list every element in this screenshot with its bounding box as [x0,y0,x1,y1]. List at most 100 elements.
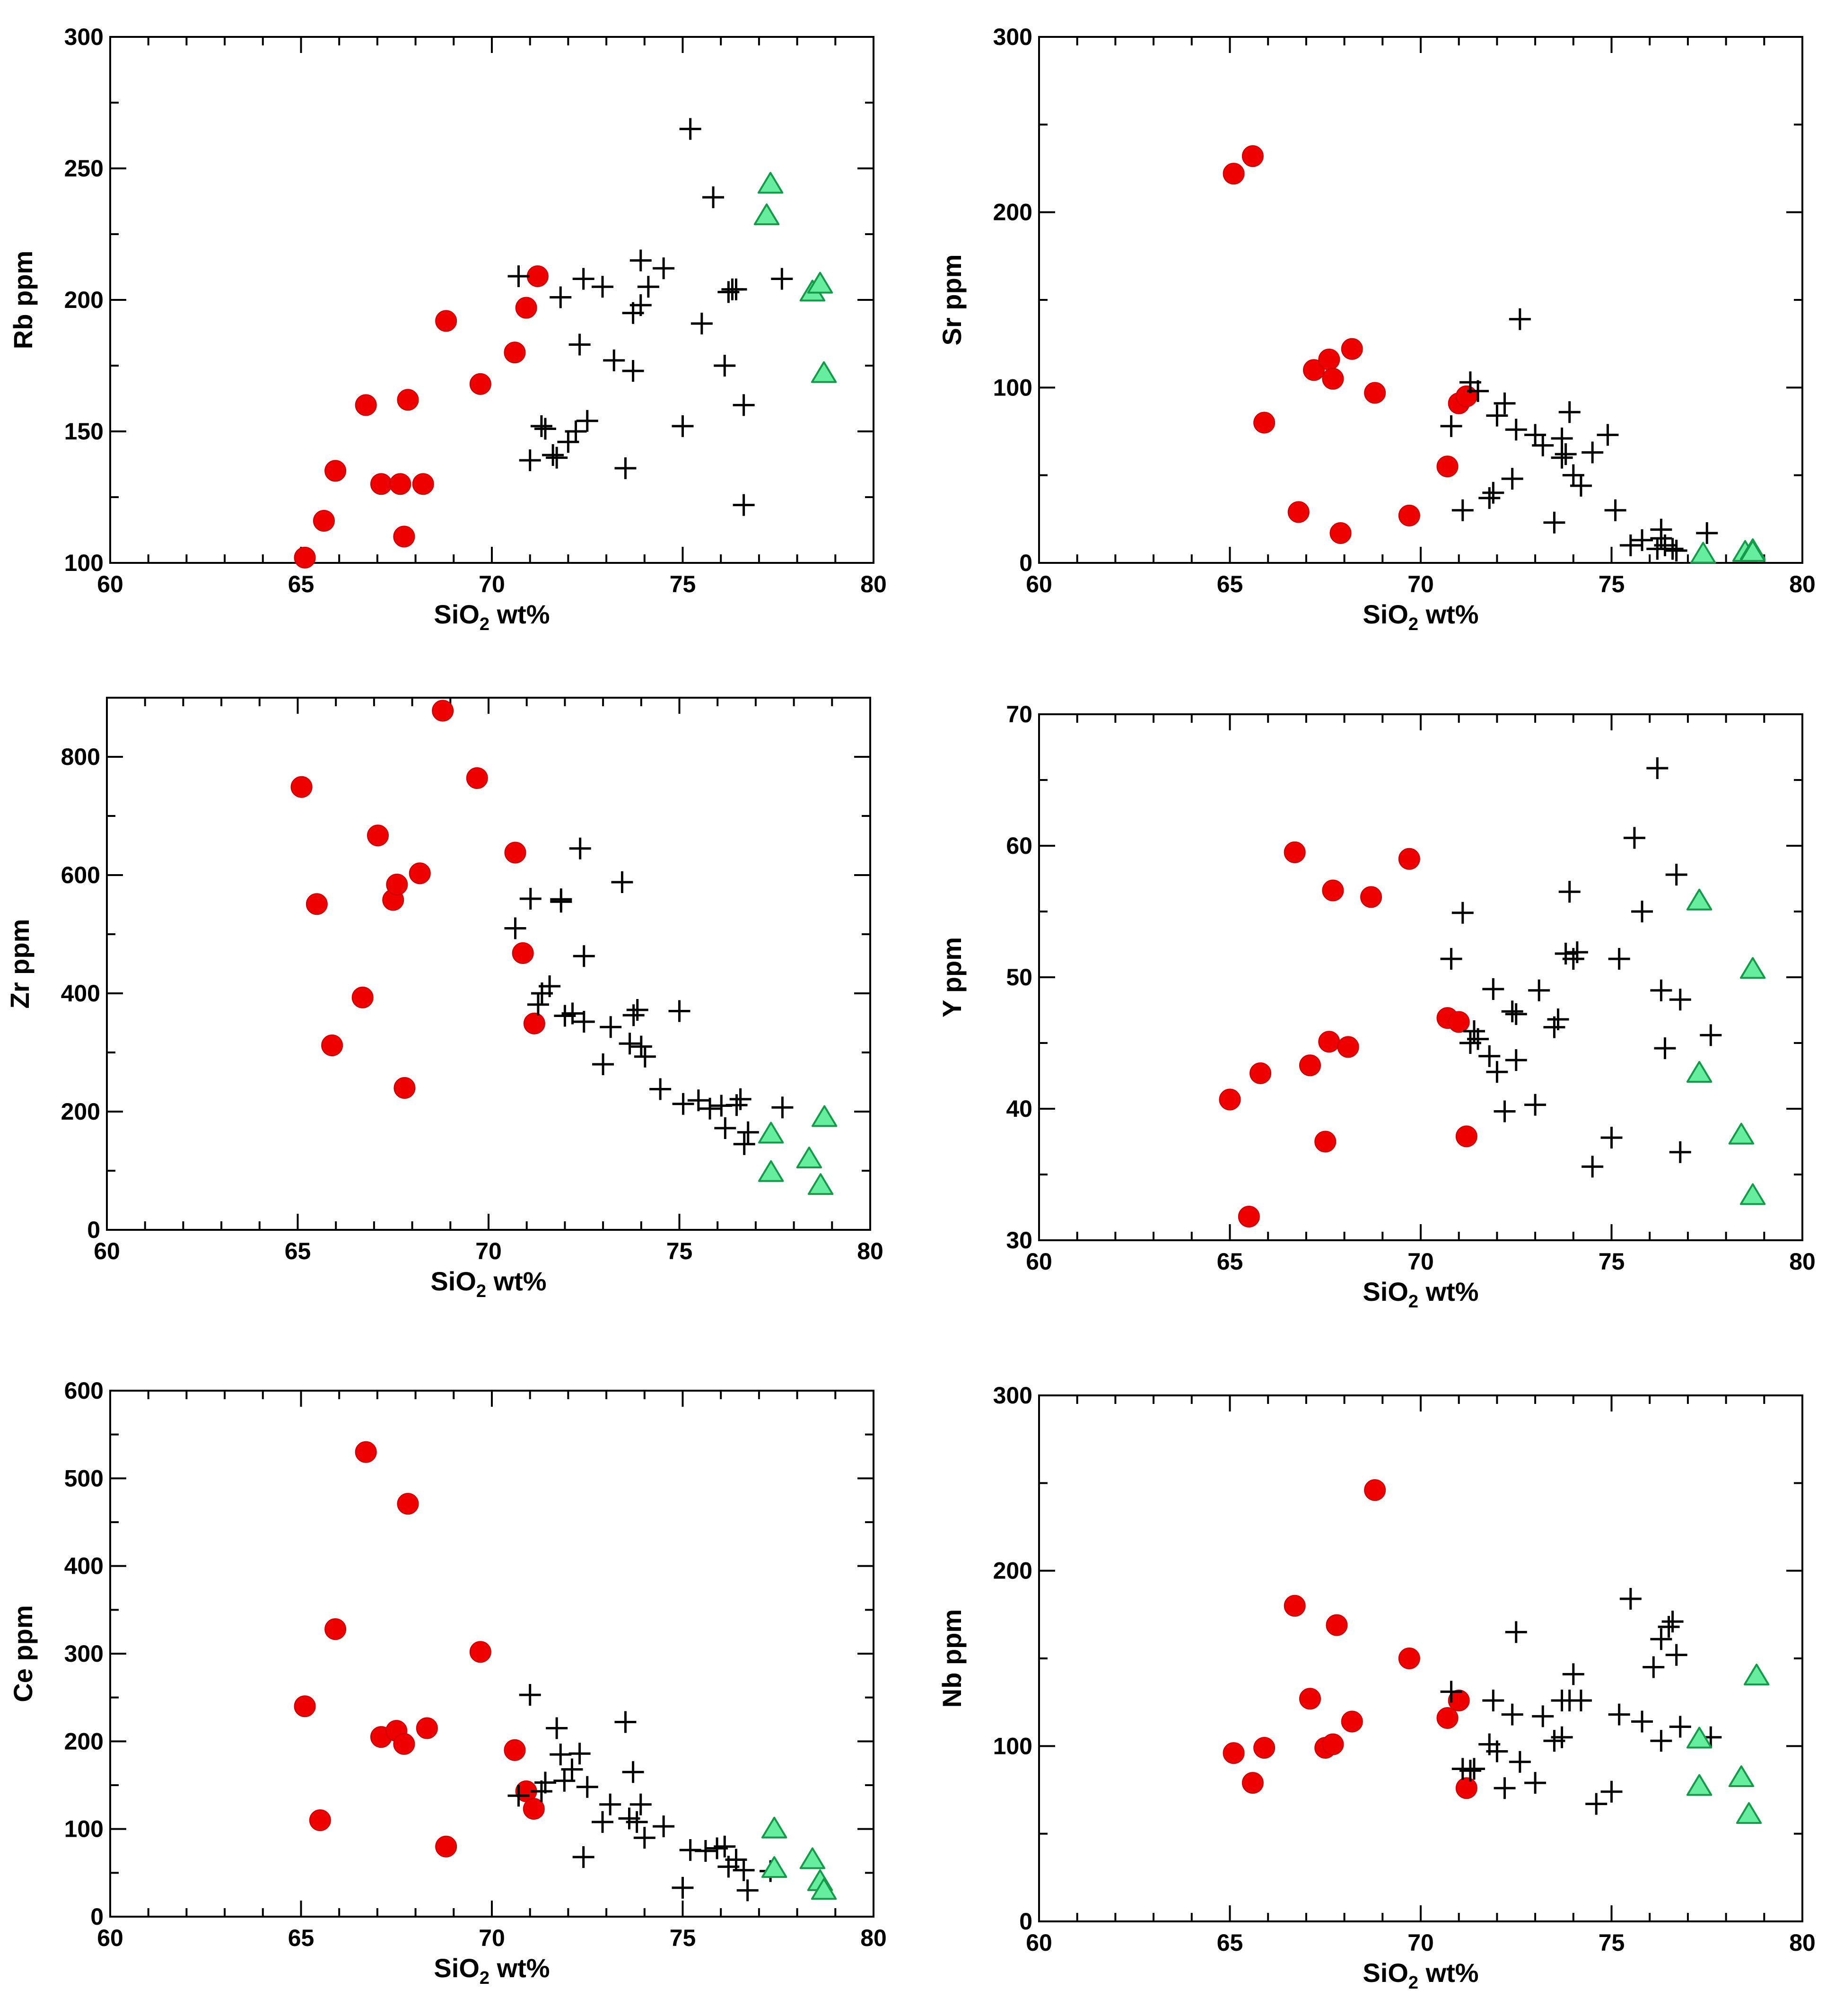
data-point-plus [626,999,648,1021]
data-point-circle [386,874,408,895]
data-point-plus [1619,1587,1642,1610]
y-tick-label: 200 [993,1558,1032,1584]
y-tick-label: 70 [1006,701,1032,728]
data-point-plus [622,1004,645,1026]
data-point-plus [1631,901,1653,922]
data-point-plus [1505,1049,1527,1071]
data-point-circle [469,1641,491,1663]
data-point-plus [1570,1689,1592,1711]
data-point-plus [771,268,793,290]
data-point-plus [539,975,561,997]
data-point-plus [1608,948,1630,970]
plot-frame [1038,1394,1803,1922]
data-point-plus [1505,1621,1527,1643]
data-point-plus [534,1771,556,1794]
data-point-plus [649,1078,672,1100]
data-point-circle [1398,504,1420,526]
plot-frame [1038,713,1803,1241]
data-point-plus [629,249,652,272]
y-tick-label: 300 [64,1640,104,1667]
data-point-circle [1253,1737,1276,1759]
y-tick-label: 30 [1006,1227,1032,1253]
data-point-plus [1482,1689,1504,1711]
data-point-plus [733,1133,755,1155]
data-point-circle [504,841,526,864]
data-point-triangle [1739,957,1766,979]
data-point-plus [1543,511,1565,534]
data-point-plus [733,1859,755,1881]
y-tick-label: 300 [993,24,1032,50]
data-point-plus [561,1002,584,1025]
data-point-plus [592,276,614,298]
data-point-plus [1509,308,1531,330]
data-point-plus [1524,1772,1547,1794]
data-point-circle [1398,848,1420,870]
data-point-plus [614,457,637,479]
x-axis-title-rest: wt% [489,599,550,629]
x-axis-title: SiO2 wt% [1363,599,1478,634]
data-point-triangle [1736,1802,1762,1824]
data-point-plus [668,1000,690,1022]
x-tick-label: 80 [860,1925,887,1951]
data-point-plus [687,1089,709,1112]
x-tick-label: 75 [1599,571,1625,597]
x-tick-label: 70 [475,1238,502,1264]
data-point-circle [1241,1772,1264,1794]
data-point-plus [1669,1716,1691,1738]
x-tick-label: 80 [1789,1929,1816,1956]
data-point-plus [622,1761,644,1783]
x-axis-title-main: SiO [434,1953,479,1983]
data-point-circle [512,942,534,964]
y-tick-label: 60 [1006,833,1032,859]
data-point-plus [1551,1726,1573,1748]
data-point-plus [550,888,572,911]
data-point-plus [672,1093,694,1115]
data-point-circle [523,1798,545,1820]
data-point-circle [1341,338,1363,360]
data-point-circle [1337,1036,1359,1058]
data-point-plus [1650,979,1672,1001]
data-point-plus [653,257,675,280]
data-point-circle [389,473,411,495]
data-point-triangle [1686,1727,1713,1749]
data-point-plus [1478,487,1501,509]
data-point-circle [1448,1011,1470,1033]
data-point-plus [1631,529,1653,551]
data-point-plus [1505,1003,1527,1025]
data-point-circle [1318,1031,1340,1053]
y-tick-label: 0 [87,1217,100,1243]
data-point-plus [519,1684,541,1706]
data-point-plus [507,265,530,287]
x-tick-label: 80 [1789,571,1816,597]
data-point-plus [1486,404,1508,427]
data-point-circle [409,862,431,885]
data-point-plus [630,1035,652,1058]
data-point-plus [1451,499,1474,521]
data-point-triangle [1686,1774,1713,1796]
data-point-triangle [761,1816,787,1839]
x-tick-label: 60 [1026,571,1052,597]
data-point-plus [633,1827,655,1849]
data-point-circle [397,389,419,411]
data-point-plus [568,1743,591,1765]
x-tick-label: 75 [670,1925,696,1951]
data-point-plus [507,1785,530,1807]
data-point-plus [534,418,556,440]
data-point-plus [611,871,633,893]
x-tick-label: 65 [1217,571,1243,597]
x-axis-title-rest: wt% [489,1953,550,1983]
data-point-plus [576,1776,598,1798]
data-point-triangle [1690,542,1716,564]
data-point-circle [466,767,488,789]
data-point-plus [1459,1760,1481,1782]
data-point-plus [1566,941,1588,964]
x-axis-title-rest: wt% [1418,1277,1479,1306]
data-point-plus [1570,474,1592,497]
data-point-plus [1551,427,1573,449]
data-point-plus [1646,757,1669,779]
data-point-plus [1597,424,1619,446]
x-axis-title-main: SiO [1363,1277,1408,1306]
data-point-circle [393,1077,416,1099]
x-tick-label: 70 [1407,571,1434,597]
y-axis-title: Nb ppm [937,1609,967,1708]
